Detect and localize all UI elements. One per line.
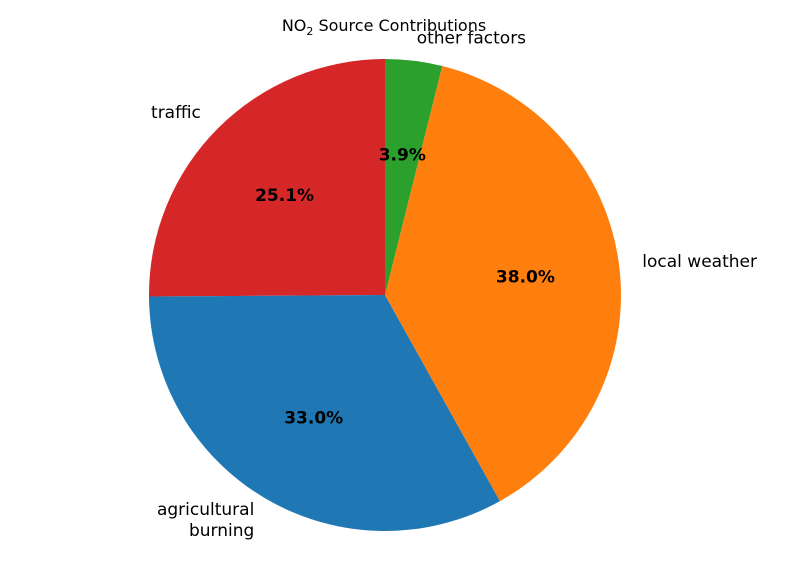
pie-slice-other-factors [385, 59, 443, 295]
chart-title-prefix: NO [282, 16, 307, 35]
pie-category-labels: traffic agricultural burning local weather o… [151, 28, 757, 541]
pie-percent-label-traffic: 25.1% [255, 186, 314, 206]
chart-title-suffix: Source Contributions [313, 16, 486, 35]
pie-slices [148, 58, 621, 532]
pie-percent-label-other-factors: 3.9% [379, 146, 426, 166]
pie-slice-local-weather [385, 66, 621, 502]
chart-title-subscript: 2 [306, 25, 313, 38]
pie-category-label-traffic: traffic [151, 103, 201, 123]
pie-percent-label-local-weather: 38.0% [496, 267, 555, 287]
pie-category-label-local-weather: local weather [642, 252, 757, 272]
pie-percent-labels: 25.1% 33.0% 38.0% 3.9% [255, 146, 555, 429]
pie-slice-traffic [148, 58, 385, 297]
pie-percent-label-agricultural-burning: 33.0% [284, 408, 343, 428]
pie-category-label-other-factors: other factors [417, 28, 526, 48]
chart-title: NO2 Source Contributions [282, 16, 486, 38]
pie-category-label-agricultural-burning: agricultural burning [157, 500, 254, 541]
pie-slice-agricultural-burning [149, 295, 500, 532]
